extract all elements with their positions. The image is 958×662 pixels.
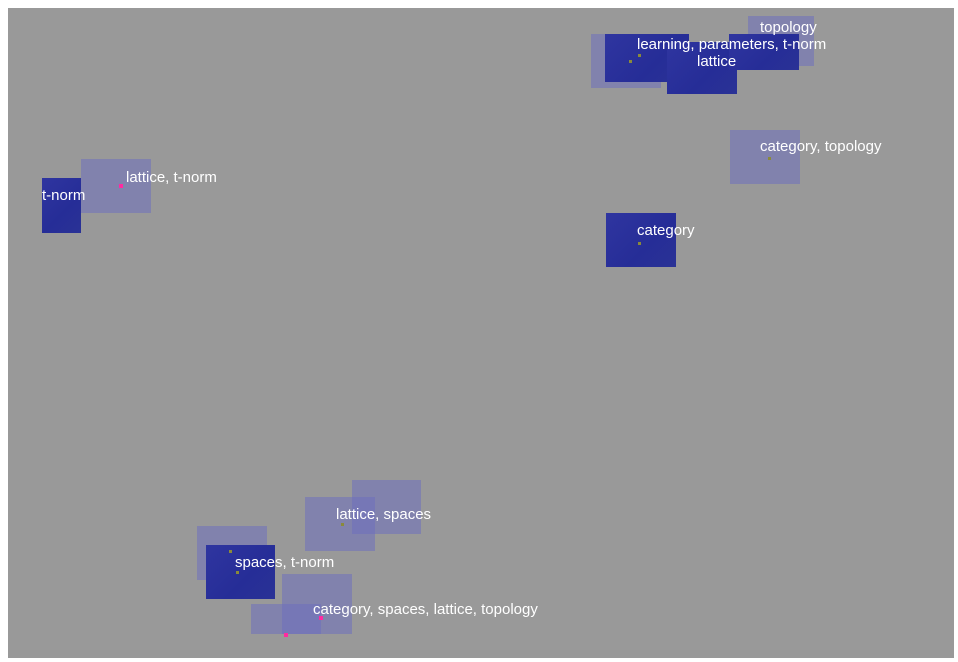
node-marker xyxy=(284,633,288,637)
topic-label-lattice: lattice xyxy=(697,54,736,70)
topic-label-topology: topology xyxy=(760,20,817,36)
topic-node[interactable] xyxy=(81,159,151,213)
topic-label-tnorm: t-norm xyxy=(42,188,85,204)
node-marker xyxy=(229,550,232,553)
topic-label-lattice-tnorm: lattice, t-norm xyxy=(126,170,217,186)
topic-label-category-spaces-lattice-topology: category, spaces, lattice, topology xyxy=(313,602,538,618)
topic-label-lattice-spaces: lattice, spaces xyxy=(336,507,431,523)
topic-label-spaces-tnorm: spaces, t-norm xyxy=(235,555,334,571)
node-marker xyxy=(119,184,123,188)
topic-label-category-topology: category, topology xyxy=(760,139,881,155)
node-marker xyxy=(341,523,344,526)
node-marker xyxy=(629,60,632,63)
node-marker xyxy=(638,242,641,245)
node-marker xyxy=(638,54,641,57)
topic-map-canvas[interactable]: topology learning, parameters, t-norm la… xyxy=(8,8,954,658)
topic-label-learning-parameters-tnorm: learning, parameters, t-norm xyxy=(637,37,826,53)
node-marker xyxy=(236,571,239,574)
topic-label-category: category xyxy=(637,223,695,239)
node-marker xyxy=(768,157,771,160)
